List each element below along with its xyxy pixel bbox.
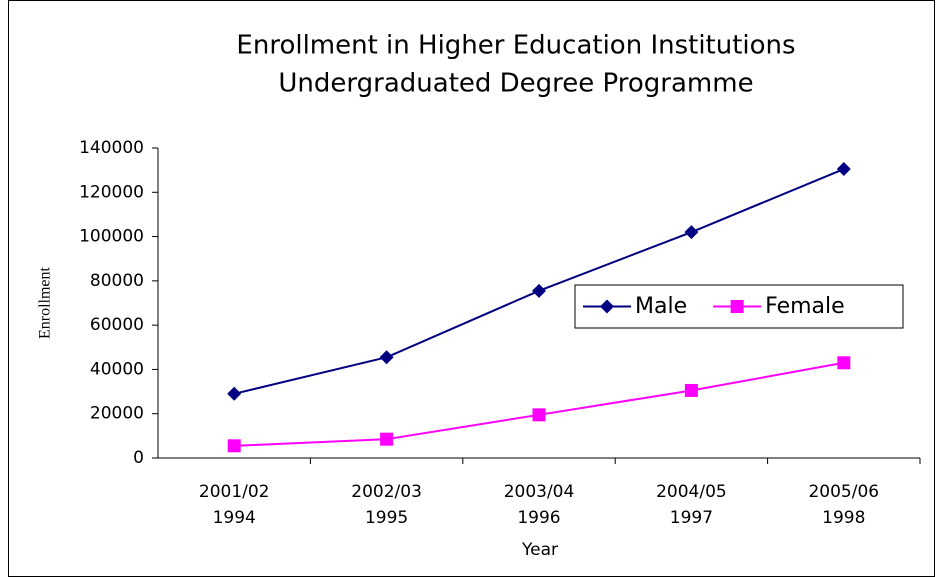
x-tick-label: 2001/02 [199,482,270,502]
marker [227,386,242,401]
line [233,168,845,395]
marker [227,439,241,453]
marker [379,350,394,365]
x-tick-label: 2004/05 [656,482,727,502]
x-tick-label: 2002/03 [351,482,422,502]
y-tick-label: 0 [133,448,144,468]
y-tick-label: 100000 [79,227,144,247]
y-tick-label: 120000 [79,182,144,202]
legend-label: Female [765,294,845,319]
legend-label: Male [635,294,687,319]
y-axis-label: Enrollment [37,266,54,339]
marker [532,408,546,422]
x-tick-label: 1996 [517,508,560,528]
y-tick-label: 140000 [79,138,144,158]
marker [380,432,394,446]
y-tick-label: 20000 [90,404,144,424]
marker [600,299,614,314]
marker [684,383,698,397]
chart-title: Enrollment in Higher Education Instituti… [236,31,795,61]
marker [730,300,744,313]
marker [836,162,851,177]
x-tick-label: 1997 [670,508,713,528]
chart-subtitle: Undergraduated Degree Programme [278,69,753,99]
x-tick-label: 2005/06 [808,482,879,502]
x-tick-label: 1995 [365,508,408,528]
marker [684,225,699,240]
y-tick-label: 80000 [90,271,144,291]
marker [532,283,546,298]
line [234,361,844,447]
x-axis-label: Year [521,540,558,560]
marker [837,356,851,370]
x-tick-label: 1994 [213,508,256,528]
y-tick-label: 60000 [90,315,144,335]
x-tick-label: 1998 [822,508,865,528]
y-tick-label: 40000 [90,359,144,379]
x-tick-label: 2003/04 [504,482,575,502]
